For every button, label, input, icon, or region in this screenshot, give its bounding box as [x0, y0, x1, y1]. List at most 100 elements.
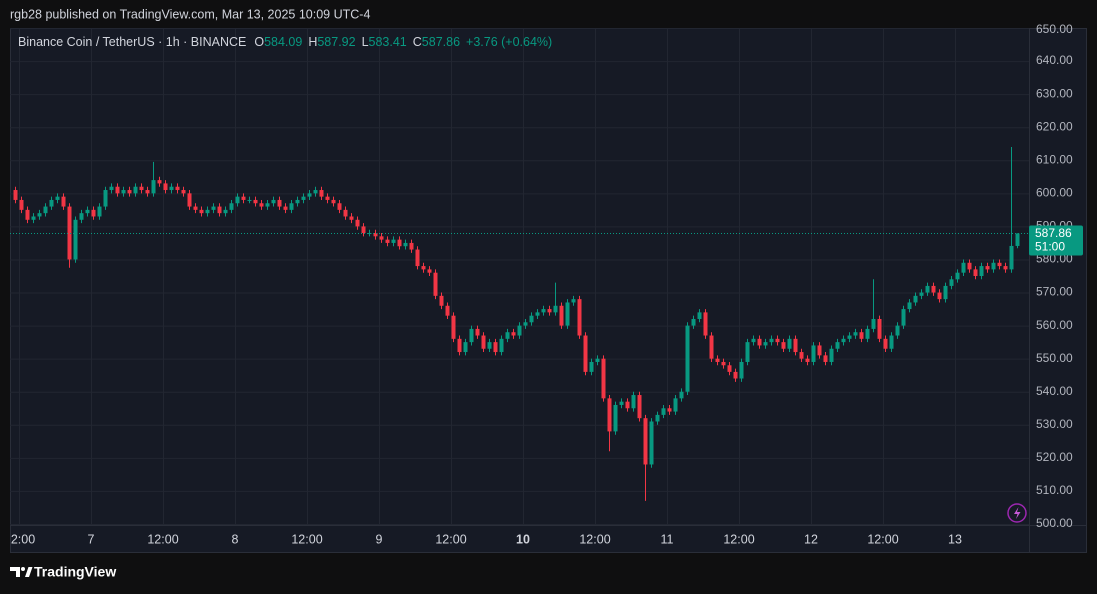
- candle-body: [619, 401, 624, 405]
- symbol: Binance Coin / TetherUS · 1h · BINANCE: [18, 35, 246, 49]
- candle-body: [871, 318, 876, 329]
- candle-body: [757, 338, 762, 346]
- candle-body: [361, 226, 366, 234]
- candle-body: [937, 292, 942, 300]
- y-tick-label: 650.00: [1036, 22, 1073, 36]
- candle-body: [955, 272, 960, 280]
- candle-body: [547, 309, 552, 313]
- candle-body: [145, 190, 150, 194]
- candle-body: [367, 233, 372, 235]
- candle-body: [409, 242, 414, 250]
- candle-body: [649, 421, 654, 465]
- candle-body: [865, 328, 870, 339]
- candle-body: [169, 186, 174, 191]
- candle-body: [37, 213, 42, 217]
- legend-line: Binance Coin / TetherUS · 1h · BINANCE O5…: [18, 35, 552, 49]
- candle-body: [433, 272, 438, 296]
- candle-body: [247, 199, 252, 201]
- candle-body: [529, 315, 534, 323]
- candle-body: [151, 180, 156, 194]
- candle-body: [439, 295, 444, 306]
- candle-body: [643, 418, 648, 465]
- candle-body: [571, 299, 576, 303]
- alert-icon[interactable]: [1007, 503, 1027, 523]
- candle-body: [475, 328, 480, 336]
- y-tick-label: 630.00: [1036, 86, 1073, 100]
- candle-body: [739, 361, 744, 379]
- candle-body: [589, 361, 594, 372]
- candle-body: [949, 279, 954, 286]
- candle-body: [853, 332, 858, 336]
- candle-body: [805, 358, 810, 362]
- candle-body: [913, 295, 918, 303]
- x-tick-label: 13: [948, 532, 962, 546]
- candle-body: [115, 186, 120, 194]
- legend-letter: H: [308, 35, 317, 49]
- candle-body: [745, 342, 750, 362]
- candle-body: [133, 186, 138, 194]
- y-tick-label: 560.00: [1036, 318, 1073, 332]
- x-tick-label: 9: [376, 532, 383, 546]
- candle-body: [307, 193, 312, 197]
- x-tick-label: 7: [88, 532, 95, 546]
- x-tick-label: 11: [661, 532, 674, 546]
- candle-body: [775, 338, 780, 343]
- candle-body: [277, 199, 282, 207]
- candle-body: [991, 262, 996, 270]
- candle-body: [523, 322, 528, 326]
- candle-body: [661, 408, 666, 415]
- y-tick-label: 500.00: [1036, 516, 1073, 530]
- candle-body: [499, 338, 504, 353]
- candle-body: [175, 186, 180, 191]
- candle-body: [487, 342, 492, 349]
- candle-body: [325, 196, 330, 200]
- candle-body: [895, 325, 900, 336]
- candles: [13, 147, 1020, 501]
- candle-body: [721, 361, 726, 366]
- candle-body: [85, 209, 90, 214]
- candle-body: [697, 312, 702, 319]
- candle-body: [13, 190, 18, 200]
- x-tick-label: 8: [232, 532, 239, 546]
- legend-letter: O: [254, 35, 264, 49]
- candle-body: [373, 233, 378, 237]
- candle-body: [223, 209, 228, 214]
- grid: [10, 28, 1029, 525]
- candle-body: [481, 335, 486, 349]
- candle-body: [709, 335, 714, 359]
- candle-body: [457, 338, 462, 353]
- candle-body: [607, 398, 612, 432]
- x-tick-label: 12:00: [867, 532, 898, 546]
- candle-body: [787, 338, 792, 349]
- candle-body: [817, 345, 822, 356]
- legend-value: 584.09: [264, 35, 302, 49]
- candle-body: [463, 342, 468, 353]
- brand-logo: [10, 567, 33, 577]
- candle-body: [289, 203, 294, 210]
- candle-body: [295, 199, 300, 204]
- candle-body: [301, 196, 306, 200]
- candle-body: [631, 395, 636, 409]
- candle-body: [505, 332, 510, 339]
- candle-body: [259, 203, 264, 207]
- price-tag-countdown: 51:00: [1035, 240, 1065, 254]
- candle-body: [847, 335, 852, 339]
- price-tag: [1029, 225, 1083, 256]
- y-tick-label: 550.00: [1036, 351, 1073, 365]
- candle-body: [685, 325, 690, 392]
- candle-body: [67, 206, 72, 260]
- candle-body: [415, 249, 420, 267]
- x-tick-label: 12: [804, 532, 818, 546]
- candle-body: [193, 206, 198, 210]
- candle-body: [61, 196, 66, 207]
- candle-body: [157, 180, 162, 184]
- published-note: rgb28 published on TradingView.com, Mar …: [10, 7, 370, 21]
- candle-body: [997, 262, 1002, 267]
- candle-body: [331, 199, 336, 204]
- candle-body: [43, 206, 48, 214]
- candle-body: [253, 199, 258, 204]
- candle-body: [25, 209, 30, 220]
- candle-body: [97, 206, 102, 217]
- y-tick-label: 510.00: [1036, 483, 1073, 497]
